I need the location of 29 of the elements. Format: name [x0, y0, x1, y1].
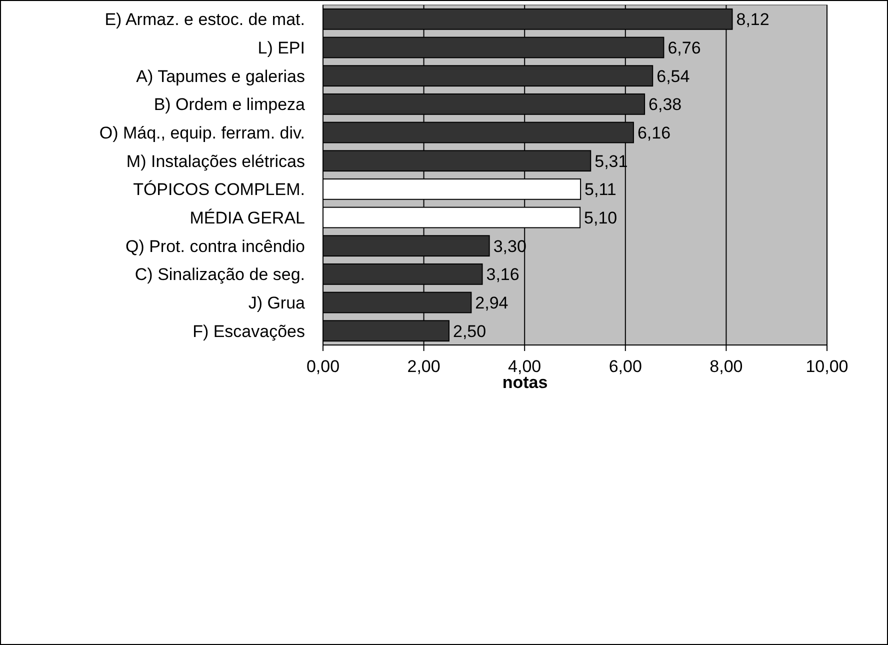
y-tick-label: O) Máq., equip. ferram. div.: [99, 123, 305, 142]
y-tick-label: B) Ordem e limpeza: [154, 95, 306, 114]
x-tick-label: 6,00: [608, 357, 642, 376]
y-tick-label: C) Sinalização de seg.: [134, 265, 305, 284]
y-tick-label: J) Grua: [248, 293, 306, 312]
data-label: 5,10: [584, 208, 618, 228]
y-tick-label: Q) Prot. contra incêndio: [125, 236, 305, 256]
data-label: 6,54: [656, 66, 690, 86]
data-label: 2,94: [475, 293, 508, 312]
y-tick-label: L) EPI: [258, 38, 305, 58]
x-tick-label: 2,00: [407, 357, 440, 376]
y-tick-label: MÉDIA GERAL: [190, 208, 305, 228]
y-tick-label: M) Instalações elétricas: [126, 152, 305, 171]
y-tick-label: F) Escavações: [192, 322, 305, 341]
data-label: 6,76: [668, 38, 701, 58]
data-label: 5,11: [584, 180, 616, 200]
x-tick-label: 4,00: [508, 357, 542, 376]
x-tick-label: 8,00: [710, 357, 743, 376]
data-label: 8,12: [736, 10, 770, 30]
data-label: 6,16: [637, 123, 671, 142]
data-label: 6,38: [648, 95, 682, 114]
data-label: 2,50: [453, 322, 486, 341]
x-axis-title: notas: [502, 373, 548, 392]
y-tick-label: E) Armaz. e estoc. de mat.: [104, 10, 305, 30]
y-tick-label: A) Tapumes e galerias: [136, 66, 305, 86]
x-tick-label: 10,00: [806, 357, 848, 376]
y-tick-label: TÓPICOS COMPLEM.: [133, 180, 305, 200]
x-tick-label: 0,00: [306, 357, 340, 376]
data-label: 3,16: [486, 265, 520, 284]
